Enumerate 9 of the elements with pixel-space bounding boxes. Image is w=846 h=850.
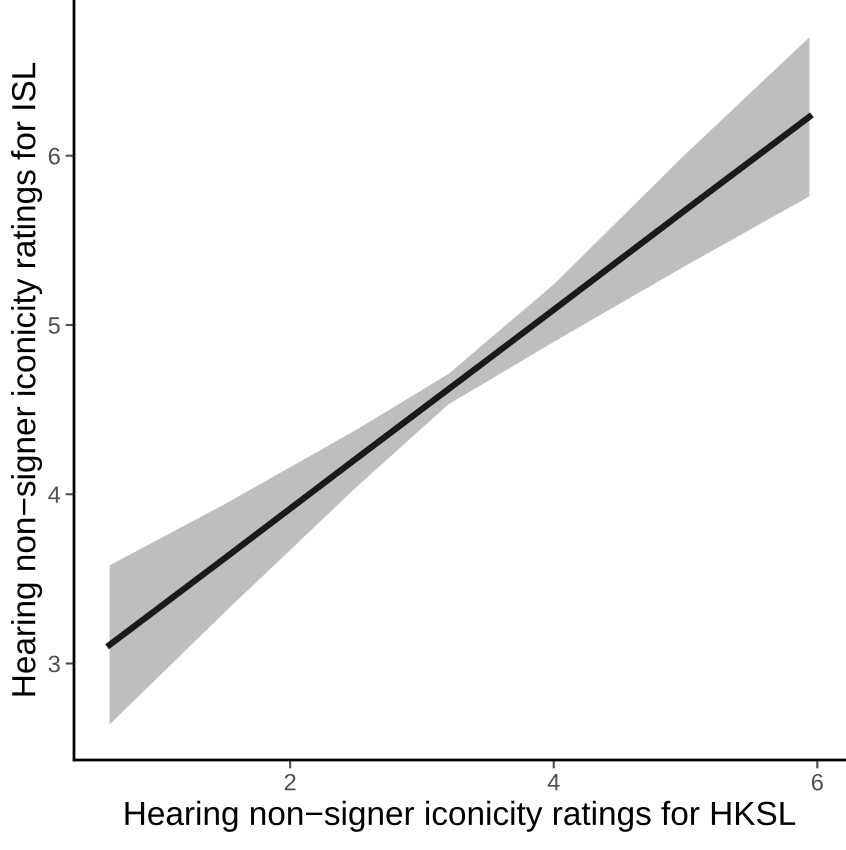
x-axis-title: Hearing non−signer iconicity ratings for HKSL — [126, 800, 796, 832]
y-axis-title: Hearing non−signer iconicity ratings for ISL — [11, 62, 42, 696]
x-tick-label: 6 — [812, 774, 823, 791]
y-tick-label: 4 — [48, 486, 60, 503]
y-tick-label: 6 — [48, 148, 60, 165]
x-tick-label: 2 — [284, 774, 296, 790]
y-tick-label: 5 — [48, 317, 60, 334]
y-tick-label: 3 — [48, 656, 60, 672]
x-tick-label: 4 — [548, 774, 560, 790]
